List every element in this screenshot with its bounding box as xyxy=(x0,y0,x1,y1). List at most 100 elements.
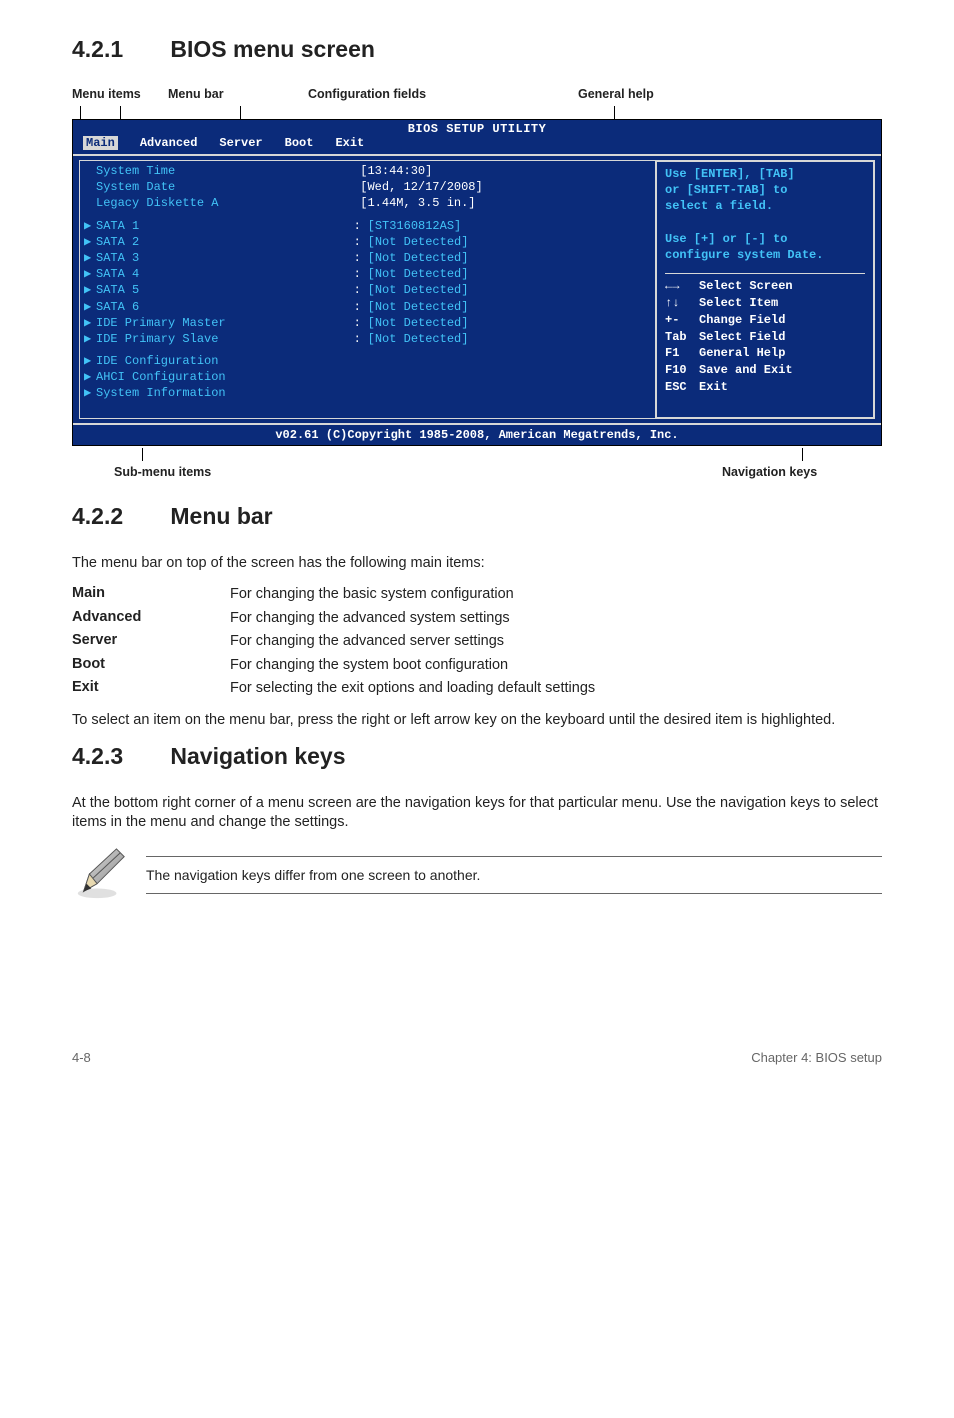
bios-field-value: [Not Detected] xyxy=(368,234,651,250)
triangle-icon: ▶ xyxy=(84,266,96,282)
nav-desc: General Help xyxy=(699,345,785,362)
bios-field-value: [Not Detected] xyxy=(368,250,651,266)
nav-desc: Save and Exit xyxy=(699,362,793,379)
nav-key: F1 xyxy=(665,345,699,362)
colon: : xyxy=(354,331,368,347)
triangle-icon xyxy=(84,163,96,179)
pencil-icon xyxy=(72,845,130,906)
pointer-lines-top xyxy=(72,104,882,119)
label-menu-bar: Menu bar xyxy=(168,87,308,101)
label-nav-keys: Navigation keys xyxy=(722,465,882,479)
bios-field-row[interactable]: ▶IDE Primary Slave:[Not Detected] xyxy=(84,331,651,347)
section-heading: 4.2.2 Menu bar xyxy=(72,503,882,530)
paragraph: The menu bar on top of the screen has th… xyxy=(72,554,882,574)
definition-desc: For changing the advanced server setting… xyxy=(230,632,882,652)
section-heading: 4.2.1 BIOS menu screen xyxy=(72,36,882,63)
label-config-fields: Configuration fields xyxy=(308,87,516,101)
note-block: The navigation keys differ from one scre… xyxy=(72,845,882,906)
section-title: Menu bar xyxy=(170,503,272,529)
triangle-icon: ▶ xyxy=(84,218,96,234)
bios-field-name: SATA 2 xyxy=(96,234,354,250)
bios-help-line: Use [+] or [-] to xyxy=(665,231,865,247)
section-title: Navigation keys xyxy=(170,743,345,769)
bios-field-value: [Not Detected] xyxy=(368,299,651,315)
bios-field-value: [Not Detected] xyxy=(368,331,651,347)
bios-field-name: SATA 1 xyxy=(96,218,354,234)
nav-key: ↑↓ xyxy=(665,295,699,312)
bios-menu-advanced[interactable]: Advanced xyxy=(140,136,198,150)
bios-field-row[interactable]: ▶SATA 3:[Not Detected] xyxy=(84,250,651,266)
definition-term: Main xyxy=(72,585,230,601)
colon: : xyxy=(354,282,368,298)
triangle-icon: ▶ xyxy=(84,299,96,315)
bios-nav-row: F10Save and Exit xyxy=(665,362,865,379)
bios-help-line: or [SHIFT-TAB] to xyxy=(665,182,865,198)
bios-field-row[interactable]: ▶SATA 6:[Not Detected] xyxy=(84,299,651,315)
bios-title: BIOS SETUP UTILITY xyxy=(73,120,881,136)
definition-term: Exit xyxy=(72,679,230,695)
definition-row: BootFor changing the system boot configu… xyxy=(72,656,882,676)
triangle-icon: ▶ xyxy=(84,315,96,331)
triangle-icon: ▶ xyxy=(84,282,96,298)
colon: : xyxy=(354,218,368,234)
bios-nav-row: ESCExit xyxy=(665,379,865,396)
bios-field-name: Legacy Diskette A xyxy=(96,195,360,211)
bios-field-name: SATA 5 xyxy=(96,282,354,298)
bios-screenshot: BIOS SETUP UTILITY Main Advanced Server … xyxy=(72,119,882,446)
bios-nav-row: TabSelect Field xyxy=(665,329,865,346)
bios-nav-row: F1General Help xyxy=(665,345,865,362)
nav-key: F10 xyxy=(665,362,699,379)
definition-desc: For changing the basic system configurat… xyxy=(230,585,882,605)
bios-help-line: Use [ENTER], [TAB] xyxy=(665,166,865,182)
nav-desc: Change Field xyxy=(699,312,785,329)
bios-field-row[interactable]: ▶SATA 5:[Not Detected] xyxy=(84,282,651,298)
nav-key: ←→ xyxy=(665,278,699,295)
definition-desc: For selecting the exit options and loadi… xyxy=(230,679,882,699)
colon: : xyxy=(354,250,368,266)
bios-field-name: AHCI Configuration xyxy=(96,369,651,385)
bios-nav-row: +-Change Field xyxy=(665,312,865,329)
bios-field-row[interactable]: Legacy Diskette A[1.44M, 3.5 in.] xyxy=(84,195,651,211)
bios-field-row[interactable]: System Date[Wed, 12/17/2008] xyxy=(84,179,651,195)
bios-field-row[interactable]: ▶IDE Configuration xyxy=(84,353,651,369)
bios-field-row[interactable]: ▶SATA 4:[Not Detected] xyxy=(84,266,651,282)
bios-field-row[interactable]: ▶System Information xyxy=(84,385,651,401)
triangle-icon: ▶ xyxy=(84,369,96,385)
bios-field-row[interactable]: ▶SATA 1:[ST3160812AS] xyxy=(84,218,651,234)
colon: : xyxy=(354,315,368,331)
paragraph: To select an item on the menu bar, press… xyxy=(72,711,882,731)
bios-field-row[interactable]: System Time[13:44:30] xyxy=(84,163,651,179)
nav-desc: Select Screen xyxy=(699,278,793,295)
page-footer: 4-8 Chapter 4: BIOS setup xyxy=(72,1046,882,1065)
definition-row: MainFor changing the basic system config… xyxy=(72,585,882,605)
definition-term: Server xyxy=(72,632,230,648)
bios-menu-server[interactable]: Server xyxy=(219,136,262,150)
nav-key: +- xyxy=(665,312,699,329)
bios-field-row[interactable]: ▶IDE Primary Master:[Not Detected] xyxy=(84,315,651,331)
bios-field-value: [ST3160812AS] xyxy=(368,218,651,234)
colon: : xyxy=(354,299,368,315)
chapter-label: Chapter 4: BIOS setup xyxy=(751,1050,882,1065)
bios-menu-exit[interactable]: Exit xyxy=(335,136,364,150)
bios-nav-row: ↑↓Select Item xyxy=(665,295,865,312)
bios-field-name: System Date xyxy=(96,179,360,195)
bios-field-name: SATA 4 xyxy=(96,266,354,282)
bios-field-row[interactable]: ▶SATA 2:[Not Detected] xyxy=(84,234,651,250)
bios-right-panel: Use [ENTER], [TAB]or [SHIFT-TAB] toselec… xyxy=(655,160,875,419)
bios-menu-boot[interactable]: Boot xyxy=(285,136,314,150)
triangle-icon xyxy=(84,179,96,195)
definition-row: ServerFor changing the advanced server s… xyxy=(72,632,882,652)
colon: : xyxy=(354,266,368,282)
bios-field-value: [Not Detected] xyxy=(368,282,651,298)
section-number: 4.2.1 xyxy=(72,36,164,63)
definition-row: AdvancedFor changing the advanced system… xyxy=(72,609,882,629)
bios-menu-main[interactable]: Main xyxy=(83,136,118,150)
nav-key: ESC xyxy=(665,379,699,396)
triangle-icon xyxy=(84,195,96,211)
bios-field-name: SATA 3 xyxy=(96,250,354,266)
triangle-icon: ▶ xyxy=(84,250,96,266)
bios-field-row[interactable]: ▶AHCI Configuration xyxy=(84,369,651,385)
bios-left-panel: System Time[13:44:30]System Date[Wed, 12… xyxy=(79,160,655,419)
bios-nav-row: ←→Select Screen xyxy=(665,278,865,295)
bios-field-value: [13:44:30] xyxy=(360,163,651,179)
